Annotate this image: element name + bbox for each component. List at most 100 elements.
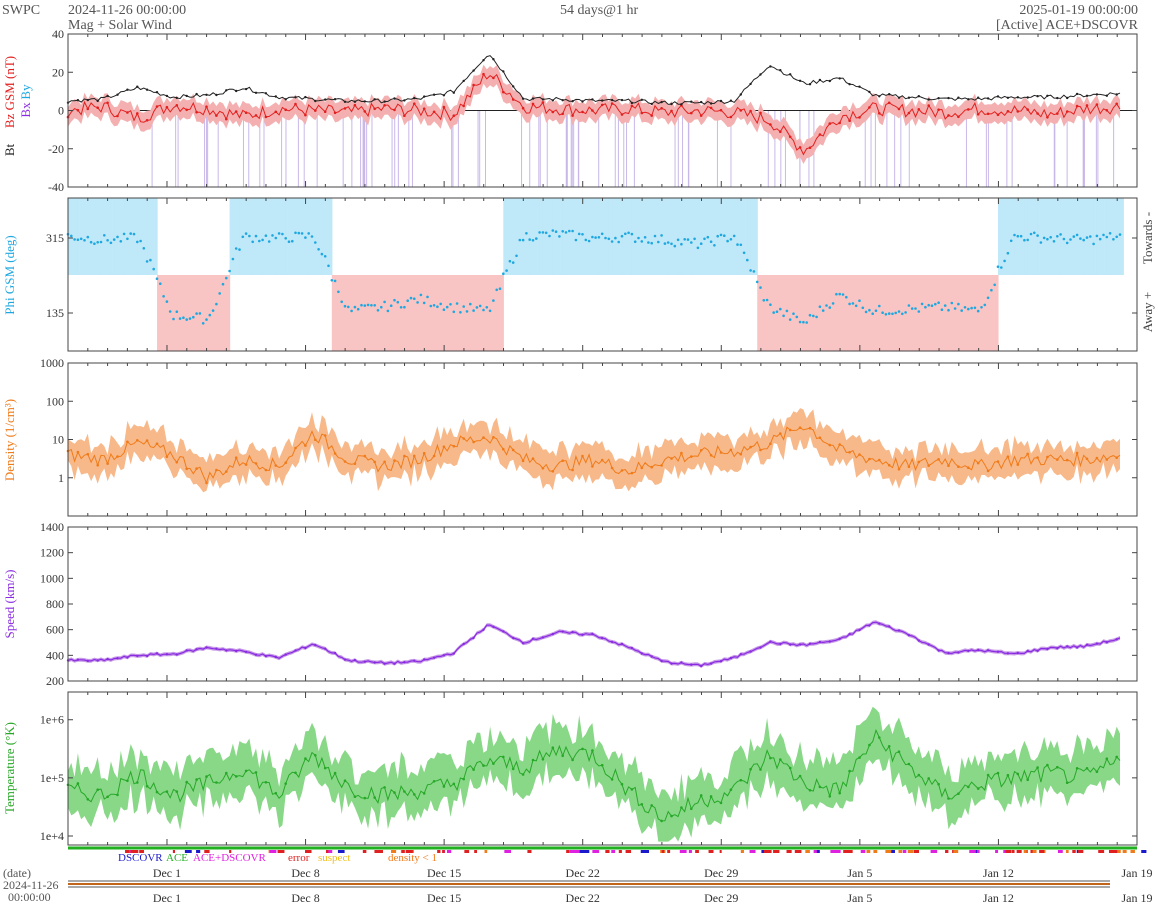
density-series-line [67,426,1121,485]
density-point [818,436,822,440]
phi-point [657,240,660,244]
phi-towards-sector [602,198,607,275]
phi-away-sector [905,275,910,351]
temperature-point [145,784,149,788]
temperature-point [531,758,535,762]
phi-point [551,229,555,232]
quality-flag-mark [618,850,622,853]
phi-point [228,269,231,273]
phi-towards-sector [315,198,320,275]
phi-away-sector [199,275,204,351]
phi-towards-sector [279,198,283,275]
density-point [472,440,475,444]
phi-point [413,297,416,301]
bt-point [274,95,277,98]
phi-point [650,241,653,245]
temperature-point [393,791,396,794]
date-tick-label-top: Dec 8 [291,866,319,880]
bz-point [1105,109,1109,112]
phi-away-sector [760,275,765,351]
temperature-point [947,797,950,800]
phi-away-sector [819,275,824,351]
phi-away-sector [368,275,372,351]
phi-point [666,241,670,244]
quality-flag-mark [749,850,756,853]
temperature-point [1026,778,1029,782]
temperature-point [1056,765,1059,769]
temperature-point [541,758,545,761]
phi-point [703,237,706,241]
density-point [878,458,881,462]
phi-towards-sector [631,198,636,275]
bz-point [838,121,841,125]
bz-point [244,111,248,114]
speed-point [670,662,673,665]
phi-point [1108,232,1112,235]
phi-point [1036,234,1039,237]
phi-point [225,276,228,280]
speed-point [769,640,772,643]
temperature-point [858,756,861,759]
phi-point [871,312,874,316]
org-label: SWPC [2,3,41,18]
phi-towards-sector [750,198,755,275]
phi-point [511,261,515,264]
bt-point [700,100,703,104]
bz-series-line [67,73,1121,156]
temperature-point [1046,763,1049,767]
quality-flag-mark [907,850,914,853]
phi-towards-sector [1113,198,1118,275]
phi-away-sector [183,275,188,351]
by-axis-label: By [18,84,33,100]
phi-away-sector [190,275,194,351]
temperature-point [195,778,198,781]
density-point [967,466,970,470]
phi-away-sector [463,275,468,351]
start-date-label: 2024-11-26 [3,878,59,892]
phi-point [924,305,927,309]
quality-flag-mark [1023,850,1027,853]
phi-point [1013,233,1016,237]
bz-point [729,115,733,119]
bz-point [234,110,238,113]
temperature-point [1105,757,1109,760]
quality-flag-mark [325,850,331,853]
phi-away-sector [859,275,864,351]
temperature-point [472,768,475,771]
phi-point [287,240,291,243]
phi-point [366,303,370,307]
temperature-point [185,780,188,784]
phi-away-sector [991,275,996,351]
density-point [116,455,119,458]
phi-towards-sector [684,198,689,275]
speed-point [927,643,930,646]
phi-point [155,277,159,281]
phi-point [389,304,393,308]
phi-towards-sector [592,198,597,275]
speed-point [986,649,990,652]
phi-away-sector [331,275,336,351]
bz-point [1095,103,1099,106]
speed-point [650,655,653,658]
quality-flag-mark [605,850,610,853]
bz-point [976,113,980,116]
phi-towards-sector [1090,198,1095,275]
bt-point [1066,96,1069,100]
temperature-point [234,775,238,778]
bt-point [165,94,169,98]
density-point [422,451,426,455]
quality-flag-mark [1059,850,1063,853]
phi-away-sector [800,275,805,351]
phi-point [396,300,400,304]
phi-point [1016,234,1020,238]
quality-flag-mark [305,850,312,853]
temperature-point [502,755,505,759]
speed-point [848,632,851,636]
speed-point [947,651,950,655]
phi-point [828,306,832,309]
phi-away-sector [882,275,887,351]
temperature-point [551,746,555,749]
speed-point [610,640,614,644]
temperature-series-line [67,728,1121,822]
temperature-point [897,750,901,753]
